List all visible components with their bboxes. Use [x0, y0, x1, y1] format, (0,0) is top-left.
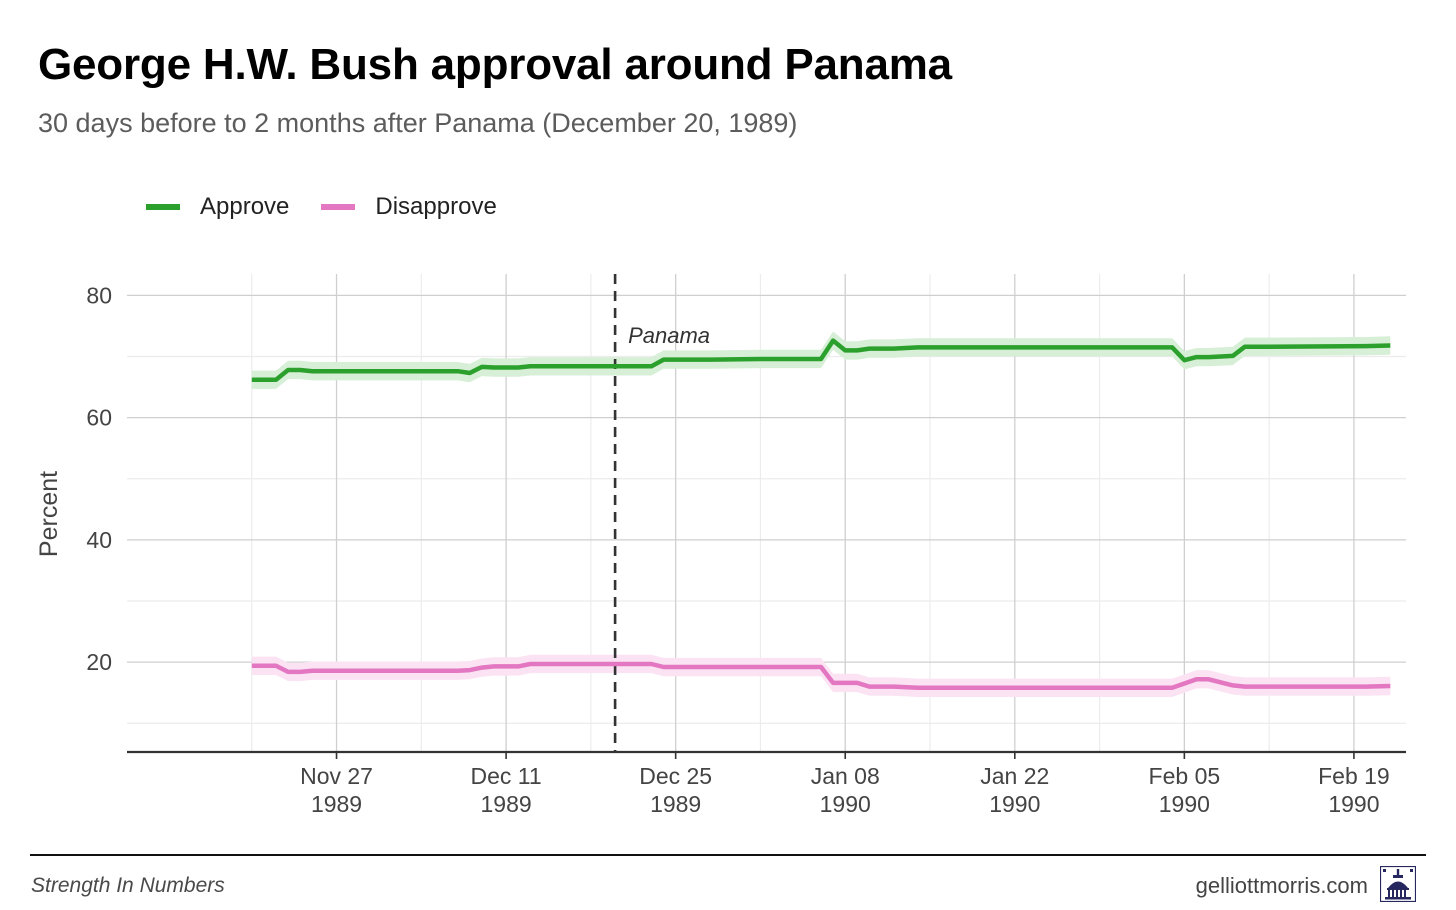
y-tick-label: 20	[86, 649, 112, 675]
x-tick-label-year: 1989	[311, 791, 362, 817]
chart-title: George H.W. Bush approval around Panama	[38, 40, 952, 89]
footer-divider	[30, 854, 1426, 856]
x-tick-label-date: Jan 22	[980, 763, 1049, 789]
confidence-bands	[251, 331, 1391, 697]
x-tick-label-date: Dec 11	[471, 763, 542, 789]
x-tick-label-year: 1990	[1328, 791, 1379, 817]
y-tick-label: 40	[86, 527, 112, 553]
legend-item-approve: Approve	[146, 193, 289, 221]
series-line-approve	[251, 338, 1391, 382]
x-tick-label-date: Jan 08	[811, 763, 880, 789]
chart-subtitle: 30 days before to 2 months after Panama …	[38, 108, 798, 138]
chart-legend: Approve Disapprove	[146, 193, 529, 221]
footer-source: Strength In Numbers	[31, 874, 225, 897]
y-tick-label: 60	[86, 405, 112, 431]
x-tick-label-date: Dec 25	[639, 763, 712, 789]
x-tick-label-year: 1990	[1159, 791, 1210, 817]
x-tick-label-year: 1989	[481, 791, 532, 817]
y-axis-title: Percent	[35, 471, 63, 557]
legend-item-disapprove: Disapprove	[321, 193, 497, 221]
legend-label-disapprove: Disapprove	[375, 193, 497, 220]
x-tick-label-year: 1989	[650, 791, 701, 817]
footer-site-link[interactable]: gelliottmorris.com	[1195, 873, 1368, 898]
capitol-dome-icon	[1380, 866, 1416, 902]
series-lines	[251, 338, 1391, 691]
x-tick-label-date: Nov 27	[300, 763, 373, 789]
series-line-disapprove	[251, 661, 1391, 691]
x-tick-label-year: 1990	[989, 791, 1040, 817]
legend-swatch-approve	[146, 204, 180, 210]
y-tick-label: 80	[86, 282, 112, 308]
x-tick-label-year: 1990	[820, 791, 871, 817]
event-label-panama: Panama	[628, 323, 710, 348]
event-marker: Panama	[613, 274, 710, 752]
confidence-band-disapprove	[251, 654, 1391, 697]
legend-swatch-disapprove	[321, 204, 356, 210]
x-tick-label-date: Feb 19	[1318, 763, 1390, 789]
x-tick-label-date: Feb 05	[1149, 763, 1221, 789]
legend-label-approve: Approve	[200, 193, 290, 220]
